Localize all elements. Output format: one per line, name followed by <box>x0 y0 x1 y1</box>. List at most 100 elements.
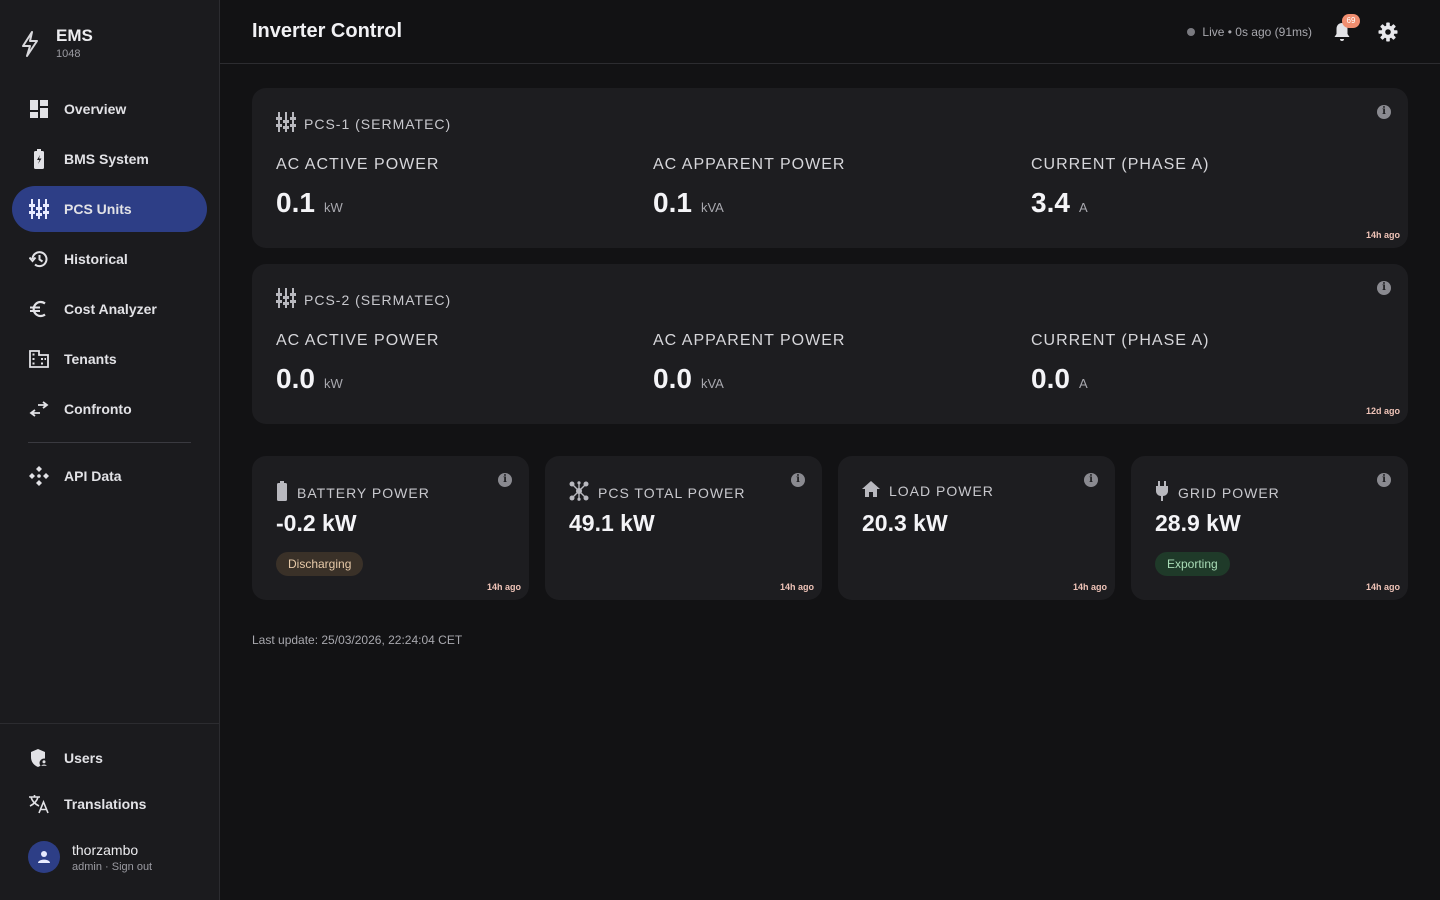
battery-power-card: BATTERY POWER -0.2 kW Discharging 14h ag… <box>252 456 529 600</box>
updated-ago: 14h ago <box>486 582 521 592</box>
metric-label: CURRENT (PHASE A) <box>1031 156 1210 173</box>
brand[interactable]: EMS 1048 <box>20 26 93 62</box>
grid-power-card: GRID POWER 28.9 kW Exporting 14h ago <box>1131 456 1408 600</box>
live-status-text: Live • 0s ago (91ms) <box>1202 25 1312 39</box>
nav-label: Users <box>64 750 103 766</box>
api-icon <box>28 465 50 487</box>
status-badge-discharging: Discharging <box>276 552 364 576</box>
main-nav: Overview BMS System PCS Units Historical… <box>12 86 207 503</box>
metric-ac-apparent-power: AC APPARENT POWER 0.1 kVA <box>653 156 845 219</box>
card-header: GRID POWER <box>1155 481 1280 504</box>
metric-label: AC APPARENT POWER <box>653 156 846 173</box>
app-name: EMS <box>56 26 93 45</box>
card-header: BATTERY POWER <box>276 481 430 504</box>
nav-label: Overview <box>64 101 127 117</box>
pcs-card-2: PCS-2 (SERMATEC) AC ACTIVE POWER 0.0 kW … <box>252 264 1408 424</box>
inverter-icon <box>276 112 296 135</box>
nav-item-historical[interactable]: Historical <box>12 236 207 282</box>
hub-icon <box>569 481 589 504</box>
metric-value: 0.1 kVA <box>653 187 845 219</box>
metric-number: 0.0 <box>276 363 315 394</box>
metric-unit: kVA <box>700 376 724 391</box>
metric-label: AC ACTIVE POWER <box>276 332 440 349</box>
translate-icon <box>28 793 50 815</box>
home-icon <box>862 481 880 500</box>
page-title: Inverter Control <box>252 20 403 42</box>
info-icon[interactable] <box>498 473 512 487</box>
nav-divider <box>28 442 191 443</box>
nav-item-pcs-units[interactable]: PCS Units <box>12 186 207 232</box>
nav-item-api-data[interactable]: API Data <box>12 453 207 499</box>
card-title: GRID POWER <box>1178 484 1280 501</box>
metric-label: CURRENT (PHASE A) <box>1031 332 1210 349</box>
live-status: Live • 0s ago (91ms) <box>1187 25 1312 39</box>
nav-item-tenants[interactable]: Tenants <box>12 336 207 382</box>
updated-ago: 12d ago <box>1365 406 1400 416</box>
history-icon <box>28 248 50 270</box>
metric-current-phase-a: CURRENT (PHASE A) 3.4 A <box>1031 156 1210 219</box>
metric-value: 0.1 kW <box>276 187 439 219</box>
battery-power-value: -0.2 kW <box>276 510 357 536</box>
metric-label: AC APPARENT POWER <box>653 332 846 349</box>
notification-badge: 69 <box>1342 14 1360 28</box>
metric-ac-apparent-power: AC APPARENT POWER 0.0 kVA <box>653 332 845 395</box>
status-badge-exporting: Exporting <box>1155 552 1230 576</box>
metric-number: 3.4 <box>1031 187 1070 218</box>
metric-unit: A <box>1078 200 1088 215</box>
updated-ago: 14h ago <box>1072 582 1107 592</box>
metric-number: 0.0 <box>1031 363 1070 394</box>
pcs-card-header: PCS-1 (SERMATEC) <box>276 112 451 135</box>
pcs-card-header: PCS-2 (SERMATEC) <box>276 288 451 311</box>
avatar[interactable] <box>28 841 60 873</box>
metric-value: 0.0 A <box>1031 363 1210 395</box>
user-role: admin <box>72 860 102 873</box>
nav-label: Historical <box>64 251 128 267</box>
settings-button[interactable] <box>1376 20 1400 44</box>
notifications-button[interactable]: 69 <box>1330 14 1360 44</box>
sidebar-divider <box>0 723 219 724</box>
card-title: BATTERY POWER <box>297 484 430 501</box>
info-icon[interactable] <box>1377 281 1391 295</box>
top-header: Inverter Control Live • 0s ago (91ms) 69 <box>220 0 1440 64</box>
sidebar: EMS 1048 Overview BMS System PCS Units <box>0 0 220 900</box>
nav-item-users[interactable]: Users <box>12 736 207 780</box>
user-shield-icon <box>28 747 50 769</box>
plug-icon <box>1155 481 1169 504</box>
card-header: PCS TOTAL POWER <box>569 481 746 504</box>
nav-item-translations[interactable]: Translations <box>12 782 207 826</box>
nav-label: Tenants <box>64 351 117 367</box>
battery-icon <box>28 148 50 170</box>
bolt-icon <box>20 26 42 62</box>
metric-unit: kVA <box>700 200 724 215</box>
metric-ac-active-power: AC ACTIVE POWER 0.0 kW <box>276 332 439 395</box>
sign-out-link[interactable]: Sign out <box>111 860 153 873</box>
compare-icon <box>28 398 50 420</box>
pcs-total-power-card: PCS TOTAL POWER 49.1 kW 14h ago <box>545 456 822 600</box>
inverter-icon <box>28 198 50 220</box>
metric-value: 3.4 A <box>1031 187 1210 219</box>
load-power-value: 20.3 kW <box>862 510 948 536</box>
metric-number: 0.1 <box>653 187 692 218</box>
updated-ago: 14h ago <box>1365 230 1400 240</box>
live-dot-icon <box>1187 28 1196 36</box>
info-icon[interactable] <box>791 473 805 487</box>
info-icon[interactable] <box>1084 473 1098 487</box>
info-icon[interactable] <box>1377 105 1391 119</box>
nav-item-overview[interactable]: Overview <box>12 86 207 132</box>
nav-item-confronto[interactable]: Confronto <box>12 386 207 432</box>
pcs-card-title: PCS-1 (SERMATEC) <box>304 115 452 132</box>
metric-value: 0.0 kW <box>276 363 439 395</box>
pcs-card-1: PCS-1 (SERMATEC) AC ACTIVE POWER 0.1 kW … <box>252 88 1408 248</box>
pcs-card-title: PCS-2 (SERMATEC) <box>304 291 452 308</box>
nav-item-bms-system[interactable]: BMS System <box>12 136 207 182</box>
user-meta: admin · Sign out <box>72 861 152 873</box>
user-name: thorzambo <box>72 841 139 858</box>
nav-item-cost-analyzer[interactable]: Cost Analyzer <box>12 286 207 332</box>
metric-unit: kW <box>323 376 343 391</box>
metric-value: 0.0 kVA <box>653 363 845 395</box>
metric-unit: A <box>1078 376 1088 391</box>
metric-number: 0.1 <box>276 187 315 218</box>
load-power-card: LOAD POWER 20.3 kW 14h ago <box>838 456 1115 600</box>
info-icon[interactable] <box>1377 473 1391 487</box>
nav-label: Confronto <box>64 401 132 417</box>
